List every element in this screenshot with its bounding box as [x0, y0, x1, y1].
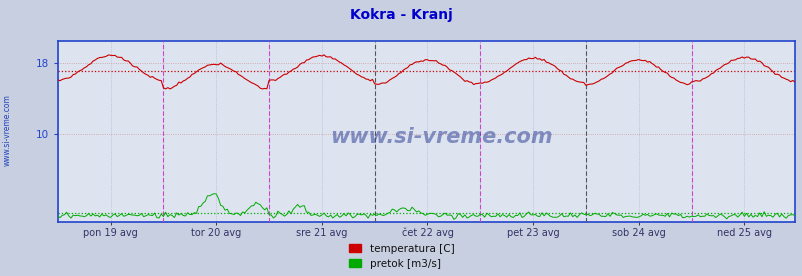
Text: Kokra - Kranj: Kokra - Kranj [350, 8, 452, 22]
Text: www.si-vreme.com: www.si-vreme.com [2, 94, 12, 166]
Legend: temperatura [C], pretok [m3/s]: temperatura [C], pretok [m3/s] [346, 242, 456, 271]
Text: www.si-vreme.com: www.si-vreme.com [330, 127, 552, 147]
